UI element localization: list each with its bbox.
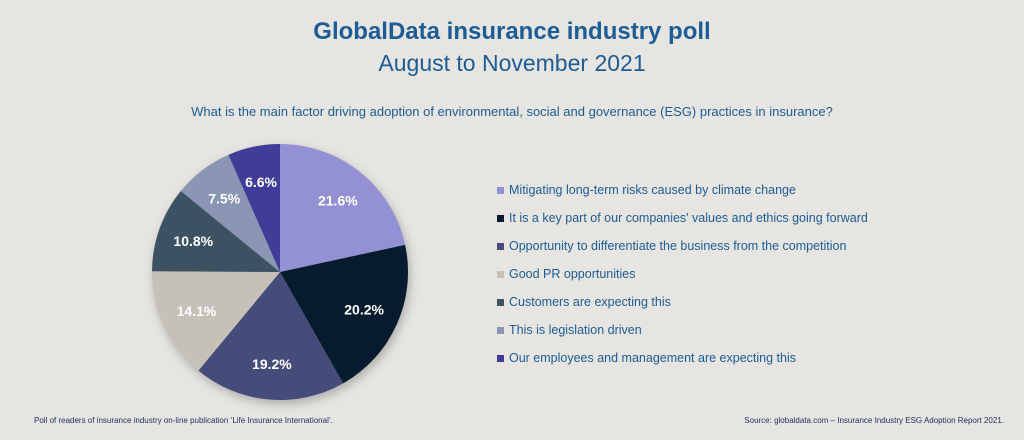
legend-swatch <box>497 214 504 222</box>
question: What is the main factor driving adoption… <box>191 104 833 119</box>
legend-swatch <box>497 270 504 278</box>
slice-label-0: 21.6% <box>318 192 358 208</box>
slice-label-1: 20.2% <box>344 302 384 318</box>
legend-item: Good PR opportunities <box>497 260 868 288</box>
legend-item: Opportunity to differentiate the busines… <box>497 232 868 260</box>
slice-label-3: 14.1% <box>177 303 217 319</box>
legend-swatch <box>497 326 504 334</box>
legend-label: Our employees and management are expecti… <box>509 351 796 365</box>
legend-item: Customers are expecting this <box>497 288 868 316</box>
chart-subtitle: August to November 2021 <box>378 50 646 76</box>
pie-slice-2 <box>198 272 344 400</box>
legend-swatch <box>497 186 504 194</box>
slice-label-5: 7.5% <box>208 191 240 207</box>
legend-label: Good PR opportunities <box>509 267 636 281</box>
legend-item: This is legislation driven <box>497 316 868 344</box>
legend-item: It is a key part of our companies' value… <box>497 204 868 232</box>
legend: Mitigating long-term risks caused by cli… <box>497 176 868 372</box>
slice-label-6: 6.6% <box>245 174 277 190</box>
legend-item: Mitigating long-term risks caused by cli… <box>497 176 868 204</box>
legend-label: Opportunity to differentiate the busines… <box>509 239 847 253</box>
legend-swatch <box>497 354 504 362</box>
pie-slice-6 <box>228 144 280 272</box>
pie-slice-1 <box>280 244 409 384</box>
legend-swatch <box>497 298 504 306</box>
footer-source: Source: globaldata.com – Insurance Indus… <box>744 416 1004 425</box>
legend-label: Customers are expecting this <box>509 295 671 309</box>
slice-label-4: 10.8% <box>173 233 213 249</box>
pie-slice-3 <box>152 271 280 371</box>
pie-slice-5 <box>180 154 280 272</box>
pie-slice-4 <box>152 191 280 272</box>
legend-item: Our employees and management are expecti… <box>497 344 868 372</box>
slice-label-2: 19.2% <box>252 356 292 372</box>
pie-slice-0 <box>280 144 406 272</box>
chart-title: GlobalData insurance industry poll <box>313 18 711 45</box>
legend-label: It is a key part of our companies' value… <box>509 211 868 225</box>
legend-label: This is legislation driven <box>509 323 642 337</box>
footer-note: Poll of readers of insurance industry on… <box>34 416 333 425</box>
legend-swatch <box>497 242 504 250</box>
legend-label: Mitigating long-term risks caused by cli… <box>509 183 796 197</box>
